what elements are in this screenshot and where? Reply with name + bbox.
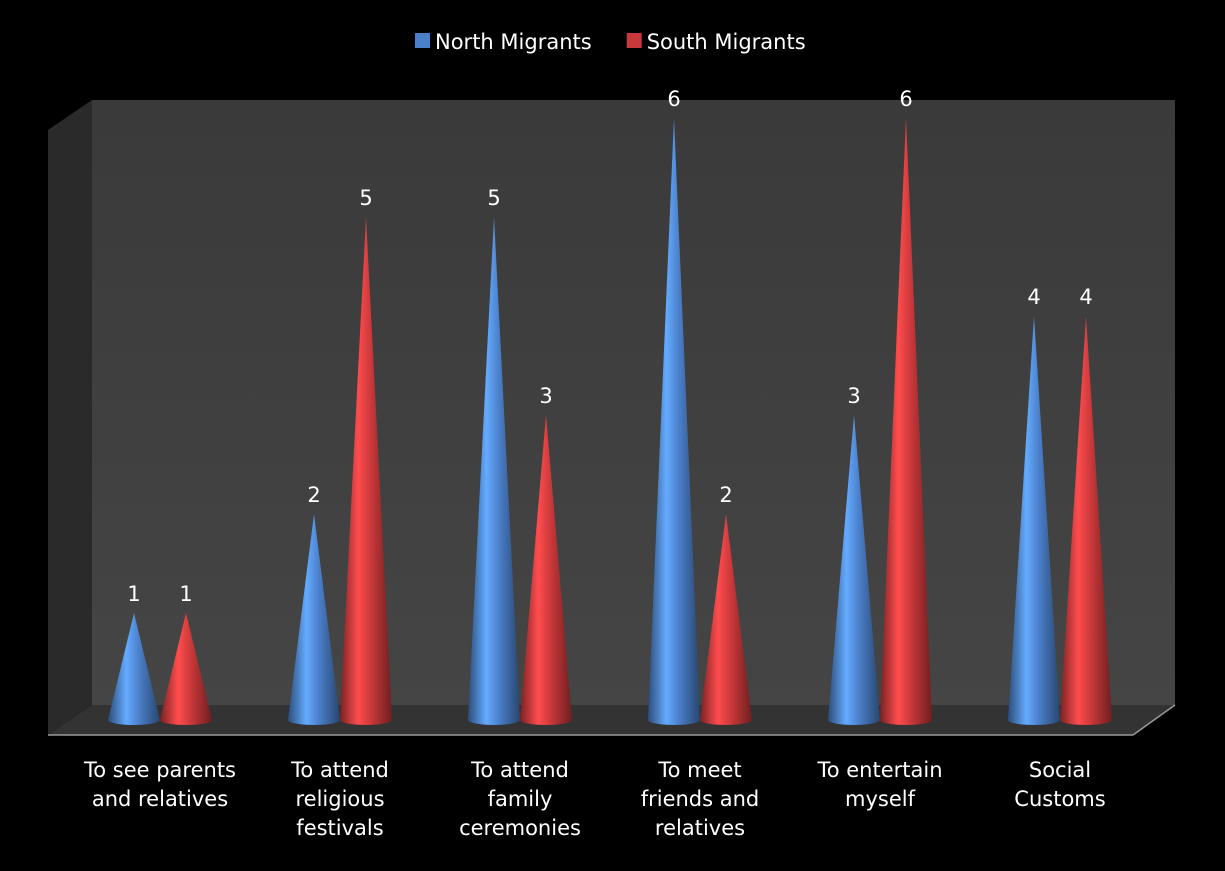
cone <box>108 613 160 720</box>
cone <box>1060 316 1112 720</box>
x-tick-label: Social Customs <box>1014 758 1106 811</box>
cone <box>468 217 520 720</box>
cone <box>340 217 392 720</box>
cone-base <box>468 715 520 725</box>
data-label: 5 <box>359 186 372 210</box>
data-label: 4 <box>1079 285 1092 309</box>
x-tick-label: To entertain myself <box>817 758 943 811</box>
data-label: 3 <box>847 384 860 408</box>
cone-base <box>108 715 160 725</box>
cone-base <box>160 715 212 725</box>
data-label: 1 <box>127 582 140 606</box>
data-label: 4 <box>1027 285 1040 309</box>
cone <box>520 415 572 720</box>
cone <box>160 613 212 720</box>
cone-base <box>828 715 880 725</box>
legend-swatch <box>415 33 430 48</box>
cone <box>880 118 932 720</box>
x-tick-label: To see parents and relatives <box>83 758 236 811</box>
cone-base <box>880 715 932 725</box>
data-label: 6 <box>667 87 680 111</box>
data-label: 6 <box>899 87 912 111</box>
x-tick-label: To attend religious festivals <box>291 758 389 840</box>
data-label: 1 <box>179 582 192 606</box>
cone-base <box>1008 715 1060 725</box>
cone-base <box>648 715 700 725</box>
x-tick-label: To attend family ceremonies <box>459 758 581 840</box>
legend-swatch <box>626 33 642 48</box>
cone <box>828 415 880 720</box>
cone <box>288 514 340 720</box>
cone-base <box>520 715 572 725</box>
cone-base <box>1060 715 1112 725</box>
floor <box>48 705 1175 735</box>
cone <box>1008 316 1060 720</box>
x-axis-depth <box>1132 704 1176 736</box>
cone-base <box>340 715 392 725</box>
cone-base <box>288 715 340 725</box>
cone <box>700 514 752 720</box>
side-wall <box>48 100 92 735</box>
data-label: 2 <box>307 483 320 507</box>
legend-label: South Migrants <box>647 30 806 54</box>
x-tick-label: To meet friends and relatives <box>640 758 760 840</box>
cone <box>648 118 700 720</box>
cone-base <box>700 715 752 725</box>
data-label: 5 <box>487 186 500 210</box>
back-wall <box>92 100 1175 705</box>
data-label: 3 <box>539 384 552 408</box>
legend-label: North Migrants <box>435 30 592 54</box>
data-label: 2 <box>719 483 732 507</box>
